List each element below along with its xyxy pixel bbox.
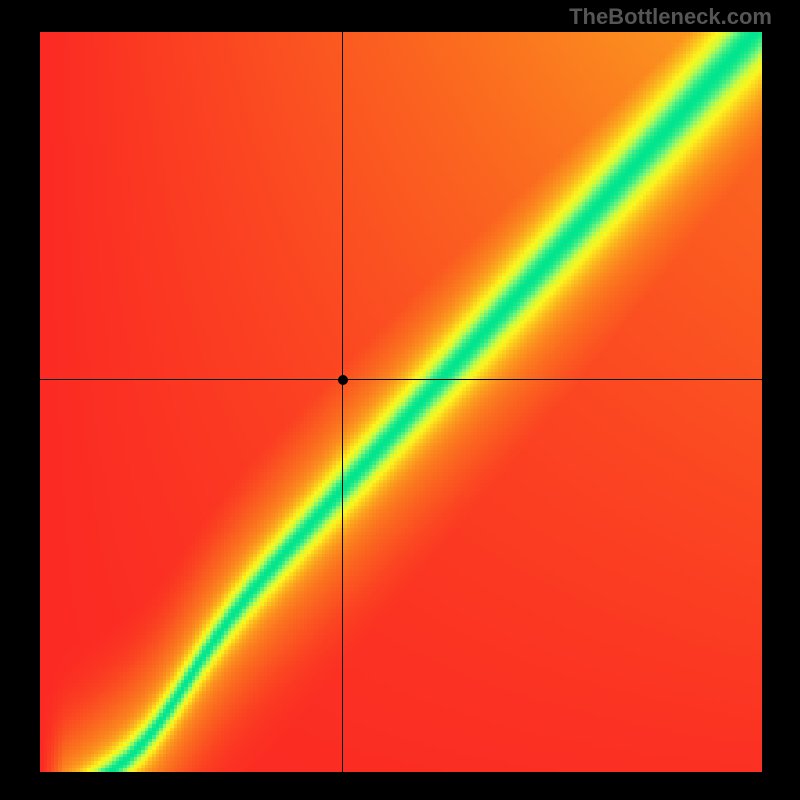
crosshair-horizontal [40,379,762,380]
crosshair-vertical [342,32,343,772]
bottleneck-heatmap [40,32,762,772]
selection-marker [338,375,348,385]
chart-container: { "watermark": { "text": "TheBottleneck.… [0,0,800,800]
watermark-text: TheBottleneck.com [569,4,772,30]
